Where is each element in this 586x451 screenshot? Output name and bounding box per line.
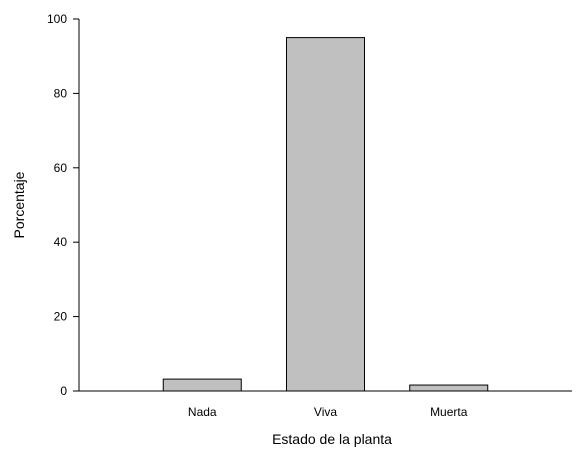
x-tick-label-muerta: Muerta (430, 405, 468, 419)
y-tick-label-100: 100 (47, 12, 67, 26)
y-tick-label-60: 60 (54, 161, 68, 175)
x-tick-label-viva: Viva (314, 405, 337, 419)
y-axis: 0 20 40 60 80 100 (47, 12, 80, 398)
y-tick-label-20: 20 (54, 310, 68, 324)
y-axis-title: Porcentaje (11, 171, 27, 238)
bar-nada (162, 378, 242, 392)
y-tick-label-40: 40 (54, 235, 68, 249)
bar-muerta (409, 384, 489, 392)
bars-layer (162, 37, 489, 392)
bar-viva (286, 37, 365, 392)
x-axis: Nada Viva Muerta (79, 390, 572, 419)
x-tick-label-nada: Nada (188, 405, 217, 419)
y-tick-label-0: 0 (60, 384, 67, 398)
x-axis-title: Estado de la planta (272, 431, 392, 447)
y-tick-label-80: 80 (54, 86, 68, 100)
